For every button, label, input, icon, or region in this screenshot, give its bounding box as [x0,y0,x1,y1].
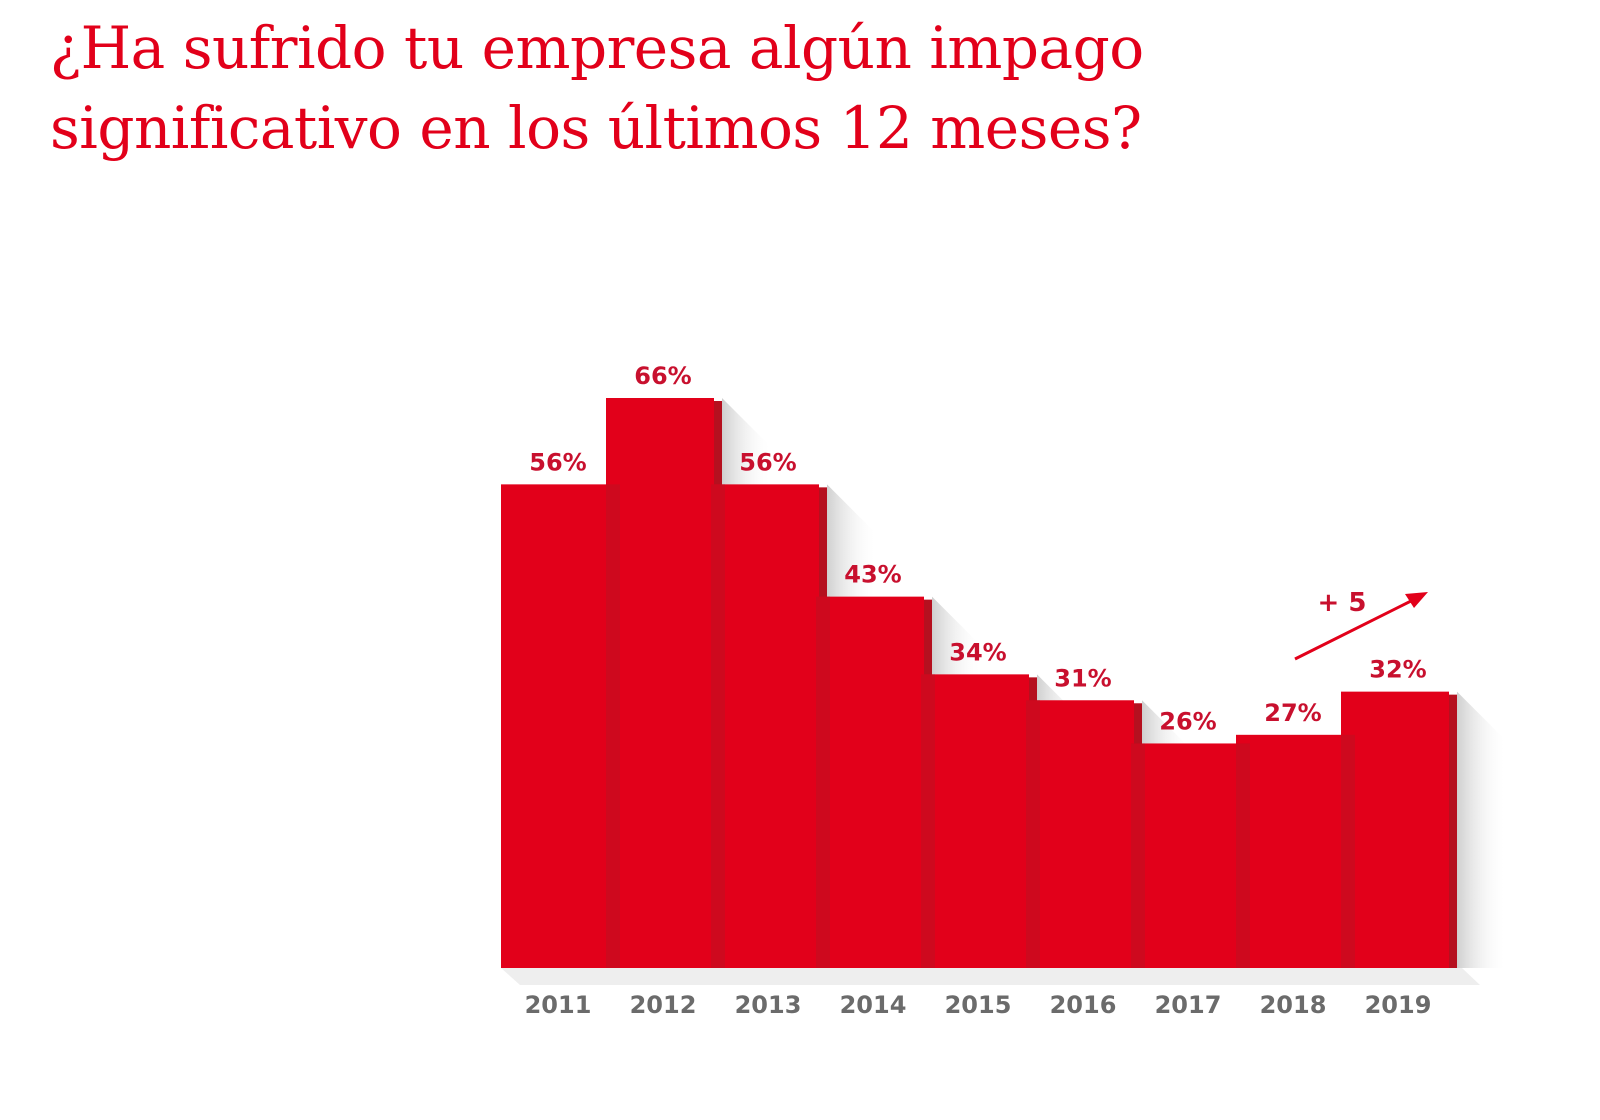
bar-2017 [1131,743,1239,968]
value-label: 56% [739,448,796,476]
bar-2011 [501,484,609,968]
bar-fold [1131,743,1145,968]
value-label: 32% [1369,656,1426,684]
chart-title: ¿Ha sufrido tu empresa algún impago sign… [50,14,1144,162]
bar-2014 [816,596,924,968]
value-label: 31% [1054,664,1111,692]
bar-fold [816,596,830,968]
x-tick-label: 2012 [630,991,697,1019]
bar-2012 [606,398,714,968]
bar-fold [921,674,935,968]
x-tick-label: 2013 [735,991,802,1019]
floor-shadow [501,968,1480,985]
trend-annotation: + 5 [1294,588,1428,661]
trend-annotation-label: + 5 [1318,588,1367,618]
bar-side [1449,694,1457,968]
bar-fold [1341,734,1355,968]
x-tick-label: 2015 [945,991,1012,1019]
value-label: 34% [949,638,1006,666]
bar-2018 [1236,734,1344,968]
x-tick-label: 2019 [1365,991,1432,1019]
bar-fold [711,484,725,968]
bar-2013 [711,484,819,968]
value-label: 27% [1264,699,1321,727]
value-label: 56% [529,448,586,476]
bar-2019 [1341,691,1449,968]
x-tick-label: 2011 [525,991,592,1019]
bar-fold [606,484,620,968]
value-label: 66% [634,362,691,390]
x-tick-label: 2016 [1050,991,1117,1019]
value-label: 43% [844,561,901,589]
x-tick-label: 2017 [1155,991,1222,1019]
bar-2016 [1026,700,1134,968]
value-label: 26% [1159,707,1216,735]
x-tick-label: 2018 [1260,991,1327,1019]
bar-fold [1236,743,1250,968]
trend-arrow-icon [1294,597,1416,661]
bar-2015 [921,674,1029,968]
arrow-head-icon [1405,592,1428,608]
bar-shadow [1457,691,1507,968]
bar-fold [1026,700,1040,968]
x-tick-label: 2014 [840,991,907,1019]
